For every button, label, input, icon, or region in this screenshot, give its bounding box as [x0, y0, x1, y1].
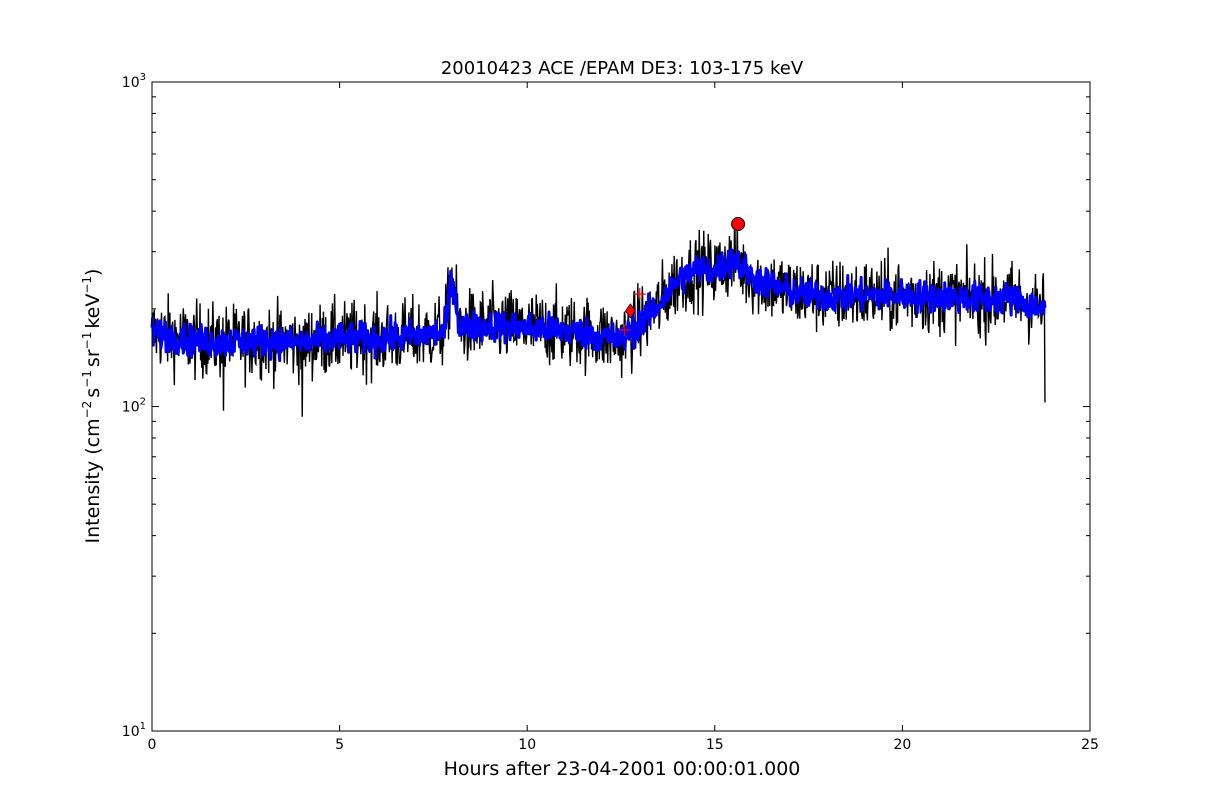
plus-marker [633, 288, 646, 301]
axis-ticks: 0 5 10 15 20 25 101 102 103 [122, 72, 1099, 753]
x-tick-label: 10 [518, 737, 536, 753]
x-tick-label: 20 [893, 737, 911, 753]
x-axis-label: Hours after 23-04-2001 00:00:01.000 [444, 758, 801, 780]
y-tick-label: 103 [122, 72, 146, 91]
chart-title: 20010423 ACE /EPAM DE3: 103-175 keV [441, 58, 804, 79]
x-tick-label: 15 [706, 737, 724, 753]
markers [618, 217, 746, 337]
smoothed-intensity-line [150, 248, 1047, 363]
x-tick-label: 5 [335, 737, 344, 753]
y-tick-label: 102 [122, 397, 146, 416]
x-tick-label: 0 [148, 737, 157, 753]
x-tick-label: 25 [1081, 737, 1099, 753]
plus-marker [618, 324, 631, 337]
smoothed-series [150, 248, 1047, 363]
y-tick-label: 101 [122, 721, 146, 740]
onset-marker [624, 303, 636, 319]
peak-marker [731, 217, 746, 232]
y-axis-label: Intensity (cm−2s−1sr−1keV−1) [80, 269, 104, 544]
